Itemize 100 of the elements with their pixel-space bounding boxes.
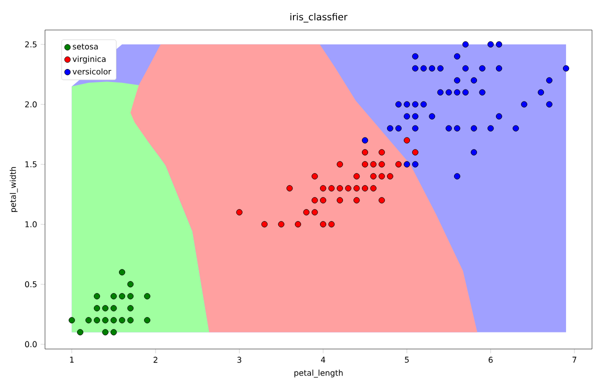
point (127, 317, 134, 324)
point (470, 77, 478, 84)
point (454, 53, 460, 60)
point (395, 125, 402, 132)
point (362, 137, 368, 144)
point (462, 41, 469, 48)
point (94, 305, 100, 312)
point (362, 161, 368, 168)
point (395, 101, 402, 108)
point (378, 173, 385, 180)
point (454, 125, 460, 132)
point (420, 65, 427, 72)
point (320, 197, 326, 204)
point (294, 221, 302, 228)
point (110, 293, 117, 300)
point (446, 89, 452, 96)
point (546, 77, 552, 84)
point (320, 185, 326, 192)
point (437, 65, 444, 72)
point (278, 221, 284, 228)
point (336, 197, 344, 204)
point (496, 113, 502, 120)
point (110, 329, 117, 336)
point (328, 221, 335, 228)
point (386, 125, 394, 132)
point (127, 293, 134, 300)
point (353, 173, 360, 180)
point (454, 77, 460, 84)
point (236, 209, 242, 216)
point (94, 317, 100, 324)
point (378, 149, 385, 156)
point (127, 281, 134, 288)
point (320, 221, 326, 228)
chart-title: iris_classfier (290, 13, 348, 22)
point (404, 101, 410, 108)
point (127, 305, 134, 312)
point (488, 41, 494, 48)
point (303, 209, 310, 216)
point (370, 185, 377, 192)
point (412, 65, 418, 72)
point (512, 125, 519, 132)
point (312, 173, 318, 180)
point (462, 65, 469, 72)
point (94, 293, 100, 300)
point (428, 113, 436, 120)
point (496, 65, 502, 72)
point (362, 185, 368, 192)
point (362, 149, 368, 156)
point (462, 89, 469, 96)
point (336, 161, 344, 168)
point (118, 269, 126, 276)
point (446, 125, 452, 132)
point (412, 161, 418, 168)
point (353, 185, 360, 192)
point (404, 137, 410, 144)
point (261, 221, 268, 228)
point (395, 161, 402, 168)
point (479, 65, 486, 72)
point (420, 101, 427, 108)
point (412, 53, 418, 60)
point (412, 125, 418, 132)
point (496, 41, 502, 48)
point (328, 185, 335, 192)
point (312, 209, 318, 216)
point (102, 305, 108, 312)
point (412, 113, 418, 120)
point (386, 173, 394, 180)
point (428, 65, 436, 72)
point (118, 317, 126, 324)
point (404, 161, 410, 168)
point (470, 149, 478, 156)
point (370, 173, 377, 180)
point (110, 305, 117, 312)
point (454, 173, 460, 180)
point (77, 329, 84, 336)
point (85, 317, 92, 324)
point (521, 101, 528, 108)
point (336, 185, 344, 192)
point (562, 65, 570, 72)
point (538, 89, 544, 96)
point (370, 161, 377, 168)
point (345, 185, 352, 192)
point (102, 317, 108, 324)
point (144, 293, 150, 300)
point (470, 125, 478, 132)
point (437, 89, 444, 96)
point (412, 101, 418, 108)
point (404, 113, 410, 120)
point (110, 317, 117, 324)
point (68, 317, 75, 324)
point (378, 161, 385, 168)
point (378, 197, 385, 204)
point (118, 293, 126, 300)
point (454, 89, 460, 96)
point (286, 185, 293, 192)
point (488, 125, 494, 132)
point (412, 149, 418, 156)
point (312, 197, 318, 204)
point (479, 89, 486, 96)
point (144, 317, 150, 324)
